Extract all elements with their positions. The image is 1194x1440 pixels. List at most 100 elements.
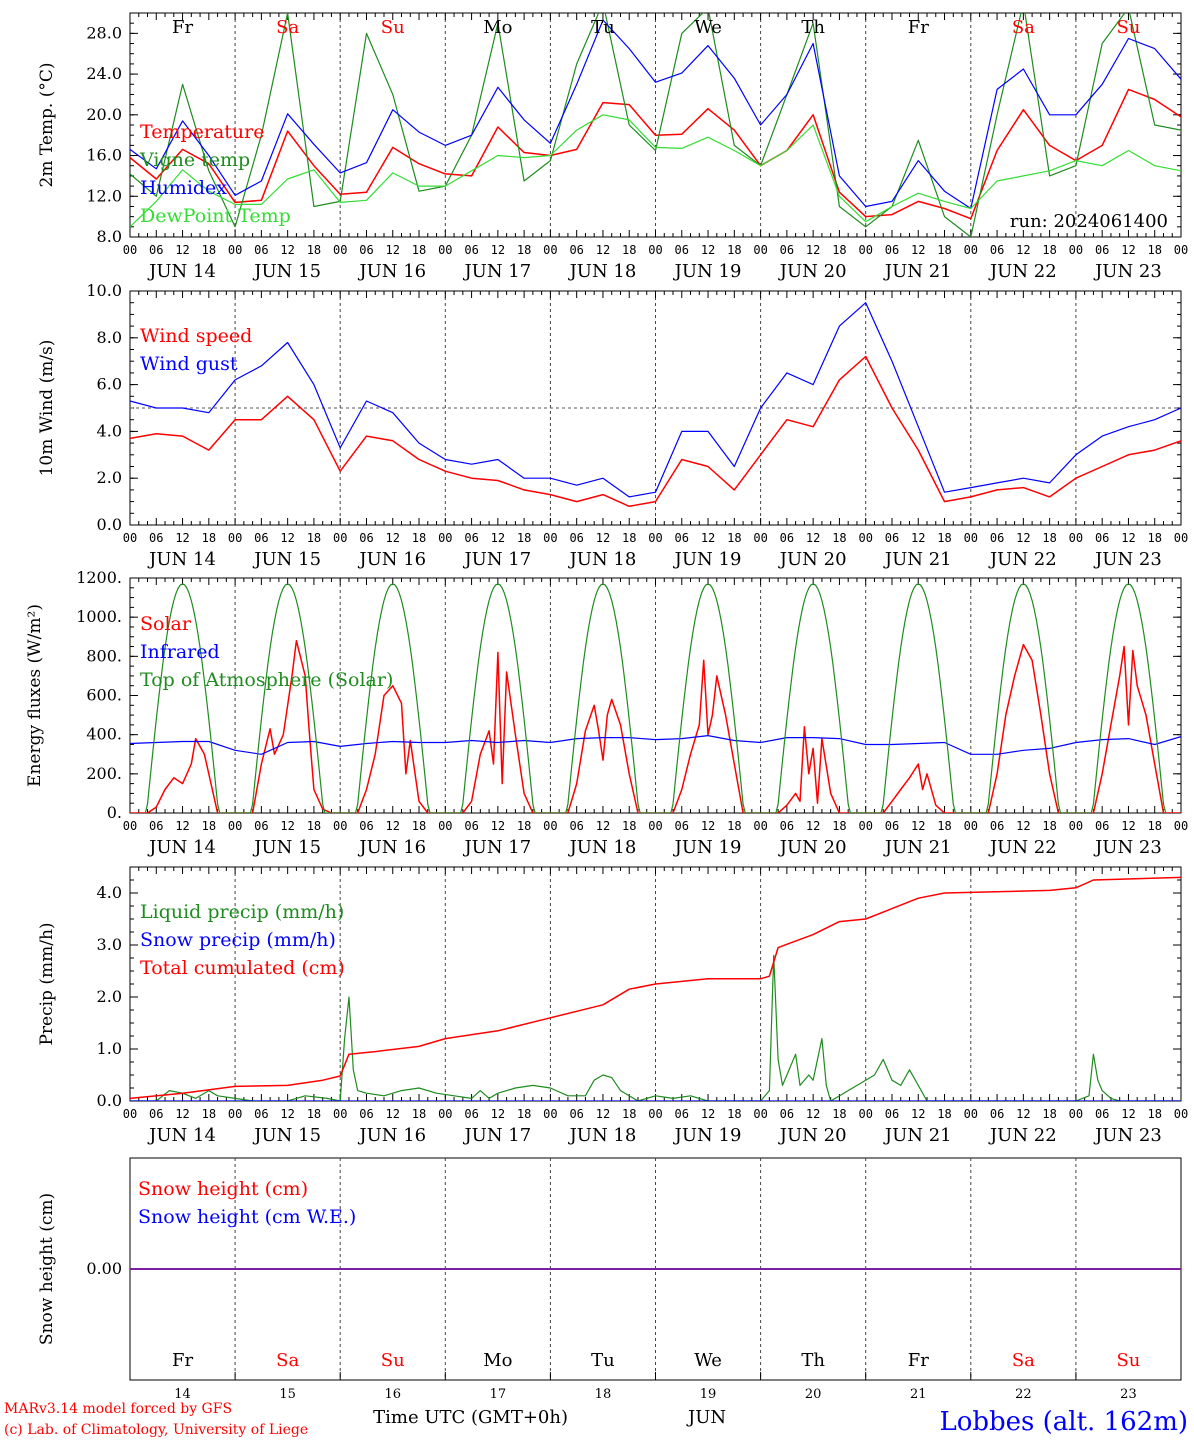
hour-tick-label: 12 — [911, 819, 925, 833]
hour-tick-label: 00 — [333, 819, 347, 833]
date-label: JUN 15 — [252, 261, 321, 282]
date-label: JUN 17 — [462, 549, 531, 570]
hour-tick-label: 06 — [990, 243, 1004, 257]
hour-tick-label: 00 — [964, 531, 978, 545]
day-number: 15 — [279, 1387, 296, 1402]
hour-tick-label: 18 — [1042, 819, 1056, 833]
series-line-infrared — [130, 735, 1181, 755]
hour-tick-label: 06 — [885, 531, 899, 545]
hour-tick-label: 06 — [885, 243, 899, 257]
hour-tick-label: 12 — [386, 531, 400, 545]
hour-tick-label: 18 — [727, 531, 741, 545]
hour-tick-label: 12 — [911, 531, 925, 545]
hour-tick-label: 06 — [464, 531, 478, 545]
weekday-label: Su — [381, 1350, 405, 1371]
hour-tick-label: 00 — [858, 531, 872, 545]
hour-tick-label: 06 — [780, 819, 794, 833]
legend-entry: Vigne temp — [139, 149, 250, 171]
date-label: JUN 18 — [568, 1125, 637, 1146]
hour-tick-label: 06 — [1095, 243, 1109, 257]
hour-tick-label: 00 — [753, 1107, 767, 1121]
hour-tick-label: 06 — [675, 819, 689, 833]
date-label: JUN 23 — [1093, 1125, 1162, 1146]
hour-tick-label: 00 — [543, 1107, 557, 1121]
hour-tick-label: 18 — [937, 1107, 951, 1121]
hour-tick-label: 18 — [412, 243, 426, 257]
hour-tick-label: 18 — [412, 1107, 426, 1121]
hour-tick-label: 12 — [280, 1107, 294, 1121]
plot-data — [130, 13, 1181, 237]
hour-tick-label: 06 — [990, 1107, 1004, 1121]
y-tick-label: 0.0 — [97, 1091, 122, 1110]
hour-tick-label: 00 — [123, 531, 137, 545]
y-tick-label: 400. — [86, 725, 122, 744]
weekday-label: Su — [1116, 17, 1140, 38]
hour-tick-label: 00 — [1069, 819, 1083, 833]
hour-tick-label: 00 — [1174, 243, 1188, 257]
hour-tick-label: 18 — [1147, 1107, 1161, 1121]
y-tick-label: 24.0 — [86, 64, 122, 83]
series-line-total-cumulated-cm- — [130, 876, 1181, 1100]
hour-tick-label: 12 — [701, 1107, 715, 1121]
hour-tick-label: 12 — [806, 1107, 820, 1121]
hour-tick-label: 18 — [202, 243, 216, 257]
legend-entry: Infrared — [140, 641, 220, 663]
date-label: JUN 22 — [988, 261, 1057, 282]
hour-tick-label: 00 — [438, 243, 452, 257]
date-label: JUN 19 — [673, 1125, 742, 1146]
date-label: JUN 16 — [357, 837, 426, 858]
hour-tick-label: 12 — [280, 819, 294, 833]
hour-tick-label: 18 — [412, 819, 426, 833]
panel-5: 0.00 Snow height (cm) Snow height (cm) Snow… — [37, 1157, 1182, 1402]
hour-tick-label: 00 — [228, 531, 242, 545]
day-number: 16 — [384, 1387, 401, 1402]
hour-tick-label: 18 — [202, 819, 216, 833]
y-tick-label: 0.00 — [86, 1259, 122, 1278]
day-number: 19 — [700, 1387, 717, 1402]
weekday-label: Tu — [591, 1350, 615, 1371]
y-tick-label: 12.0 — [86, 186, 122, 205]
date-label: JUN 23 — [1093, 549, 1162, 570]
series-line-top-of-atmosphere-solar- — [144, 583, 1167, 813]
hour-tick-label: 12 — [386, 1107, 400, 1121]
hour-tick-label: 18 — [832, 243, 846, 257]
y-axis-title: Precip (mm/h) — [37, 922, 57, 1045]
date-label: JUN 17 — [462, 261, 531, 282]
hour-tick-label: 18 — [1042, 243, 1056, 257]
hour-tick-label: 12 — [175, 243, 189, 257]
run-label: run: 2024061400 — [1010, 211, 1168, 232]
date-label: JUN 15 — [252, 837, 321, 858]
date-label: JUN 15 — [252, 1125, 321, 1146]
time-axis-label: Time UTC (GMT+0h) — [373, 1407, 568, 1428]
hour-tick-label: 18 — [832, 819, 846, 833]
hour-tick-label: 12 — [1016, 1107, 1030, 1121]
date-label: JUN 22 — [988, 1125, 1057, 1146]
hour-tick-label: 00 — [1174, 819, 1188, 833]
series-line-temperature — [130, 88, 1181, 220]
panel-4: 00 06 12 18 JUN 14 00 06 12 18 JUN 15 00 06 12 18 JUN … — [37, 866, 1188, 1146]
hour-tick-label: 12 — [1121, 243, 1135, 257]
hour-tick-label: 18 — [1147, 531, 1161, 545]
plot-data — [130, 302, 1181, 508]
date-label: JUN 18 — [568, 549, 637, 570]
hour-tick-label: 06 — [254, 531, 268, 545]
y-tick-label: 1000. — [76, 607, 122, 626]
date-label: JUN 14 — [147, 549, 216, 570]
hour-tick-label: 12 — [1016, 819, 1030, 833]
hour-tick-label: 00 — [858, 243, 872, 257]
hour-tick-label: 06 — [675, 531, 689, 545]
hour-tick-label: 18 — [307, 819, 321, 833]
hour-tick-label: 12 — [491, 243, 505, 257]
hour-tick-label: 00 — [648, 819, 662, 833]
hour-tick-label: 12 — [701, 243, 715, 257]
hour-tick-label: 18 — [307, 1107, 321, 1121]
credit-line-2: (c) Lab. of Climatology, University of L… — [4, 1422, 308, 1438]
hour-tick-label: 06 — [464, 243, 478, 257]
y-tick-label: 28.0 — [86, 23, 122, 42]
hour-tick-label: 18 — [307, 531, 321, 545]
hour-tick-label: 06 — [359, 819, 373, 833]
y-tick-label: 20.0 — [86, 105, 122, 124]
hour-tick-label: 06 — [149, 243, 163, 257]
hour-tick-label: 12 — [1016, 243, 1030, 257]
